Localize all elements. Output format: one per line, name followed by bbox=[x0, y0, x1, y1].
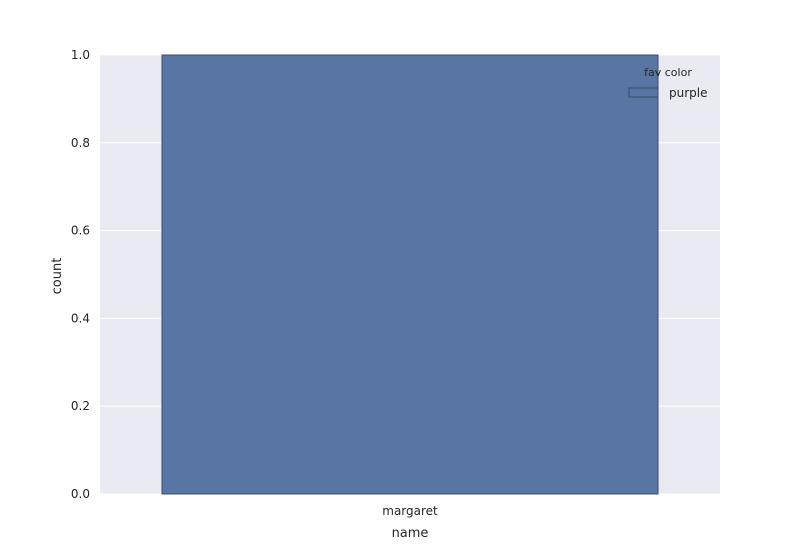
y-tick-label: 0.0 bbox=[71, 487, 90, 501]
x-tick-label: margaret bbox=[382, 504, 438, 518]
legend-label: purple bbox=[669, 86, 708, 100]
legend-title: fav color bbox=[644, 66, 692, 79]
bar-margaret-purple bbox=[162, 55, 658, 494]
y-tick-label: 0.4 bbox=[71, 311, 90, 325]
y-axis-label: count bbox=[50, 258, 65, 295]
bars bbox=[162, 55, 658, 494]
x-axis-label: name bbox=[392, 526, 429, 541]
x-tick-labels: margaret bbox=[382, 504, 438, 518]
y-tick-label: 0.2 bbox=[71, 399, 90, 413]
y-tick-label: 0.8 bbox=[71, 136, 90, 150]
y-tick-label: 1.0 bbox=[71, 48, 90, 62]
y-tick-labels: 0.0 0.2 0.4 0.6 0.8 1.0 bbox=[71, 48, 90, 501]
legend-swatch bbox=[629, 88, 658, 97]
y-tick-label: 0.6 bbox=[71, 224, 90, 238]
